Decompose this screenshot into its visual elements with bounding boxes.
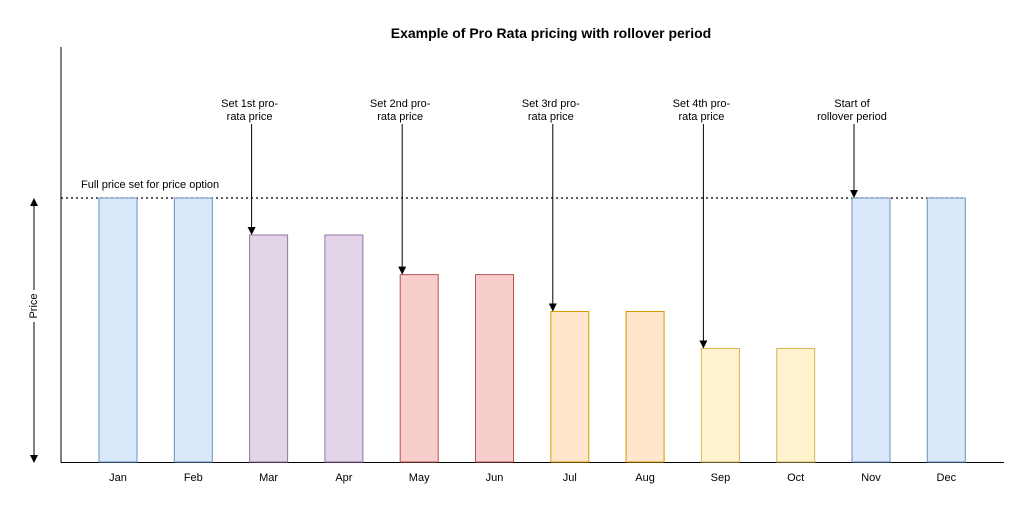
x-tick-label-aug: Aug bbox=[635, 472, 655, 484]
chart-title: Example of Pro Rata pricing with rollove… bbox=[391, 25, 712, 41]
x-tick-label-jul: Jul bbox=[563, 472, 577, 484]
bar-feb bbox=[173, 197, 213, 463]
x-tick-label-dec: Dec bbox=[937, 472, 957, 484]
x-tick-label-jan: Jan bbox=[109, 472, 127, 484]
annotation-mar-line-2: rata price bbox=[227, 111, 273, 123]
bar-sep bbox=[700, 348, 740, 463]
full-price-reference-label: Full price set for price option bbox=[81, 179, 219, 191]
x-tick-label-nov: Nov bbox=[861, 472, 881, 484]
bar-jun bbox=[475, 274, 514, 463]
bar-mar bbox=[249, 234, 289, 463]
x-tick-label-sep: Sep bbox=[711, 472, 731, 484]
y-axis-price-indicator: Price bbox=[28, 198, 40, 463]
bar-jan bbox=[98, 197, 138, 463]
y-axis-label: Price bbox=[28, 293, 40, 318]
x-tick-label-apr: Apr bbox=[335, 472, 352, 484]
bar-oct bbox=[776, 348, 816, 463]
x-tick-label-oct: Oct bbox=[787, 472, 804, 484]
bar-jul bbox=[550, 311, 590, 463]
annotation-jul-line-2: rata price bbox=[528, 111, 574, 123]
x-tick-labels: Jan Feb Mar Apr May Jun Jul Aug Sep Oct Nov Dec bbox=[109, 472, 956, 484]
bar-nov bbox=[851, 197, 891, 463]
annotation-sep-line-2: rata price bbox=[678, 111, 724, 123]
bar-apr bbox=[324, 234, 364, 463]
annotation-nov-line-2: rollover period bbox=[817, 111, 887, 123]
annotation-may-line-2: rata price bbox=[377, 111, 423, 123]
annotation-mar-line-1: Set 1st pro- bbox=[221, 98, 278, 110]
annotation-jul-line-1: Set 3rd pro- bbox=[522, 98, 580, 110]
bar-dec bbox=[926, 197, 966, 463]
x-tick-label-may: May bbox=[409, 472, 430, 484]
bar-aug bbox=[625, 311, 665, 463]
bar-may bbox=[399, 274, 439, 463]
annotation-sep-line-1: Set 4th pro- bbox=[673, 98, 731, 110]
bars-group bbox=[98, 197, 966, 463]
annotation-nov-line-1: Start of bbox=[834, 98, 870, 110]
annotation-may-line-1: Set 2nd pro- bbox=[370, 98, 431, 110]
x-tick-label-mar: Mar bbox=[259, 472, 278, 484]
x-tick-label-jun: Jun bbox=[486, 472, 504, 484]
x-tick-label-feb: Feb bbox=[184, 472, 203, 484]
